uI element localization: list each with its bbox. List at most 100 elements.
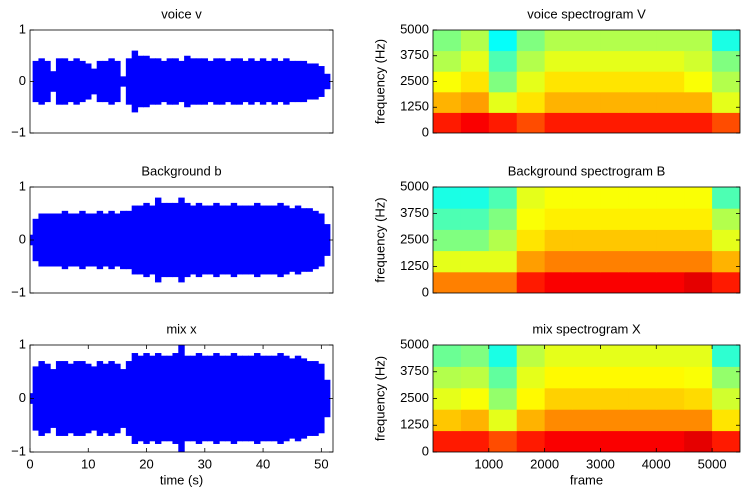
waveform-segment: [160, 202, 168, 278]
panel-title: mix spectrogram X: [532, 321, 641, 336]
waveform-segment: [131, 50, 139, 113]
y-tick-label: 0: [19, 73, 26, 88]
heatmap-cell: [600, 366, 629, 389]
waveform-segment: [149, 205, 156, 275]
heatmap-cell: [684, 91, 713, 113]
waveform-segment: [242, 60, 249, 103]
heatmap-cell: [712, 345, 740, 367]
waveform-segment: [149, 58, 156, 105]
heatmap-cell: [712, 50, 740, 72]
waveform-segment: [178, 345, 185, 452]
y-tick-label: 1250: [400, 258, 429, 273]
heatmap-cell: [712, 366, 740, 389]
waveform-segment: [277, 202, 284, 278]
heatmap-cell: [544, 71, 574, 93]
x-tick-label: 5000: [698, 456, 727, 471]
heatmap-cell: [628, 30, 657, 52]
waveform-segment: [306, 208, 313, 272]
waveform-segment: [195, 353, 203, 444]
heatmap-cell: [488, 366, 518, 389]
waveform-segment: [85, 63, 92, 100]
heatmap-cell: [712, 71, 740, 93]
heatmap-cell: [516, 271, 546, 293]
heatmap-cell: [656, 112, 685, 133]
heatmap-cell: [712, 430, 740, 452]
heatmap-cell: [460, 366, 490, 389]
waveform-segment: [318, 66, 325, 97]
heatmap-cell: [544, 187, 574, 209]
waveform-segment: [131, 205, 139, 275]
waveform-segment: [50, 369, 57, 428]
waveform-segment: [312, 63, 319, 100]
waveform-segment: [55, 213, 63, 267]
heatmap-cell: [488, 91, 518, 113]
heatmap-cell: [656, 187, 685, 209]
y-tick-label: 3750: [400, 205, 429, 220]
waveform-segment: [184, 55, 191, 108]
heatmap-cell: [516, 430, 546, 452]
heatmap-cell: [628, 91, 657, 113]
y-tick-label: −1: [11, 284, 26, 299]
heatmap-cell: [516, 208, 546, 230]
heatmap-cell: [684, 112, 713, 133]
waveform-segment: [294, 355, 302, 442]
heatmap-cell: [712, 387, 740, 410]
heatmap-cell: [684, 387, 713, 410]
waveform-segment: [160, 355, 168, 442]
heatmap-cell: [628, 409, 657, 432]
waveform-segment: [67, 60, 75, 103]
heatmap-cell: [600, 345, 629, 367]
waveform-segment: [236, 355, 243, 442]
waveform-segment: [172, 202, 179, 278]
heatmap-cell: [600, 387, 629, 410]
heatmap-cell: [684, 187, 713, 209]
heatmap-cell: [712, 409, 740, 432]
waveform-segment: [294, 205, 302, 275]
heatmap-cell: [433, 366, 462, 389]
y-tick-label: 0: [422, 284, 429, 299]
heatmap-cell: [544, 387, 574, 410]
heatmap-cell: [656, 387, 685, 410]
heatmap-cell: [433, 112, 462, 133]
panel: Background spectrogram B 0 1250 2500 3750 500…: [372, 163, 741, 299]
waveform-segment: [189, 205, 197, 275]
waveform-segment: [277, 353, 284, 444]
heatmap-cell: [433, 208, 462, 230]
waveform-segment: [254, 202, 261, 278]
y-tick-label: 0: [422, 443, 429, 458]
heatmap-cell: [600, 430, 629, 452]
heatmap-cell: [684, 208, 713, 230]
heatmap-cell: [600, 91, 629, 113]
heatmap-cell: [460, 50, 490, 72]
x-tick-label: 10: [81, 456, 95, 471]
waveform-segment: [236, 58, 243, 105]
waveform-segment: [90, 366, 98, 431]
waveform-segment: [248, 205, 255, 275]
heatmap-cell: [712, 229, 740, 252]
heatmap-cell: [516, 250, 546, 273]
plot-area: [433, 187, 740, 293]
waveform-segment: [254, 60, 261, 103]
y-tick-label: 3750: [400, 47, 429, 62]
y-tick-label: 1: [19, 21, 26, 36]
heatmap-cell: [544, 430, 574, 452]
waveform-segment: [172, 58, 179, 105]
waveform-segment: [195, 58, 203, 105]
heatmap-cell: [433, 345, 462, 367]
x-tick-label: 1000: [474, 456, 503, 471]
heatmap-cell: [600, 409, 629, 432]
heatmap-cell: [628, 366, 657, 389]
heatmap-cell: [544, 208, 574, 230]
heatmap-cell: [488, 250, 518, 273]
heatmap-cell: [488, 409, 518, 432]
heatmap-cell: [516, 187, 546, 209]
heatmap-cell: [656, 250, 685, 273]
waveform-segment: [67, 363, 75, 434]
waveform-segment: [265, 60, 273, 103]
heatmap-cell: [544, 112, 574, 133]
waveform-segment: [44, 363, 51, 434]
y-tick-label: 0: [19, 231, 26, 246]
waveform-segment: [137, 355, 144, 442]
waveform-segment: [102, 213, 109, 267]
